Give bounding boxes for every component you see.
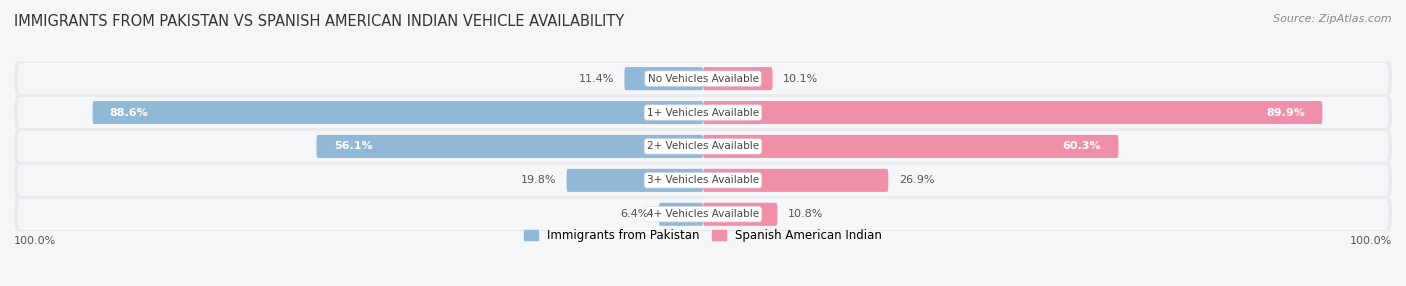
FancyBboxPatch shape xyxy=(17,97,1389,128)
Text: 6.4%: 6.4% xyxy=(620,209,648,219)
Text: 60.3%: 60.3% xyxy=(1063,142,1101,152)
FancyBboxPatch shape xyxy=(316,135,703,158)
FancyBboxPatch shape xyxy=(624,67,703,90)
Text: 10.8%: 10.8% xyxy=(787,209,823,219)
FancyBboxPatch shape xyxy=(703,101,1323,124)
Text: 89.9%: 89.9% xyxy=(1267,108,1305,118)
Text: 56.1%: 56.1% xyxy=(333,142,373,152)
FancyBboxPatch shape xyxy=(17,199,1389,230)
Text: IMMIGRANTS FROM PAKISTAN VS SPANISH AMERICAN INDIAN VEHICLE AVAILABILITY: IMMIGRANTS FROM PAKISTAN VS SPANISH AMER… xyxy=(14,14,624,29)
Text: Source: ZipAtlas.com: Source: ZipAtlas.com xyxy=(1274,14,1392,24)
FancyBboxPatch shape xyxy=(703,169,889,192)
FancyBboxPatch shape xyxy=(14,130,1392,163)
Text: 19.8%: 19.8% xyxy=(520,175,557,185)
FancyBboxPatch shape xyxy=(17,131,1389,162)
FancyBboxPatch shape xyxy=(567,169,703,192)
FancyBboxPatch shape xyxy=(93,101,703,124)
FancyBboxPatch shape xyxy=(703,135,1118,158)
FancyBboxPatch shape xyxy=(703,67,772,90)
Text: 11.4%: 11.4% xyxy=(579,74,614,84)
Text: 3+ Vehicles Available: 3+ Vehicles Available xyxy=(647,175,759,185)
Text: 100.0%: 100.0% xyxy=(1350,236,1392,246)
Text: 100.0%: 100.0% xyxy=(14,236,56,246)
FancyBboxPatch shape xyxy=(14,62,1392,96)
FancyBboxPatch shape xyxy=(659,203,703,226)
FancyBboxPatch shape xyxy=(14,163,1392,197)
FancyBboxPatch shape xyxy=(17,63,1389,94)
Text: 2+ Vehicles Available: 2+ Vehicles Available xyxy=(647,142,759,152)
Text: No Vehicles Available: No Vehicles Available xyxy=(648,74,758,84)
Text: 10.1%: 10.1% xyxy=(783,74,818,84)
Text: 88.6%: 88.6% xyxy=(110,108,149,118)
FancyBboxPatch shape xyxy=(17,165,1389,196)
Text: 26.9%: 26.9% xyxy=(898,175,934,185)
Legend: Immigrants from Pakistan, Spanish American Indian: Immigrants from Pakistan, Spanish Americ… xyxy=(519,224,887,247)
Text: 4+ Vehicles Available: 4+ Vehicles Available xyxy=(647,209,759,219)
FancyBboxPatch shape xyxy=(14,96,1392,130)
FancyBboxPatch shape xyxy=(14,197,1392,231)
FancyBboxPatch shape xyxy=(703,203,778,226)
Text: 1+ Vehicles Available: 1+ Vehicles Available xyxy=(647,108,759,118)
